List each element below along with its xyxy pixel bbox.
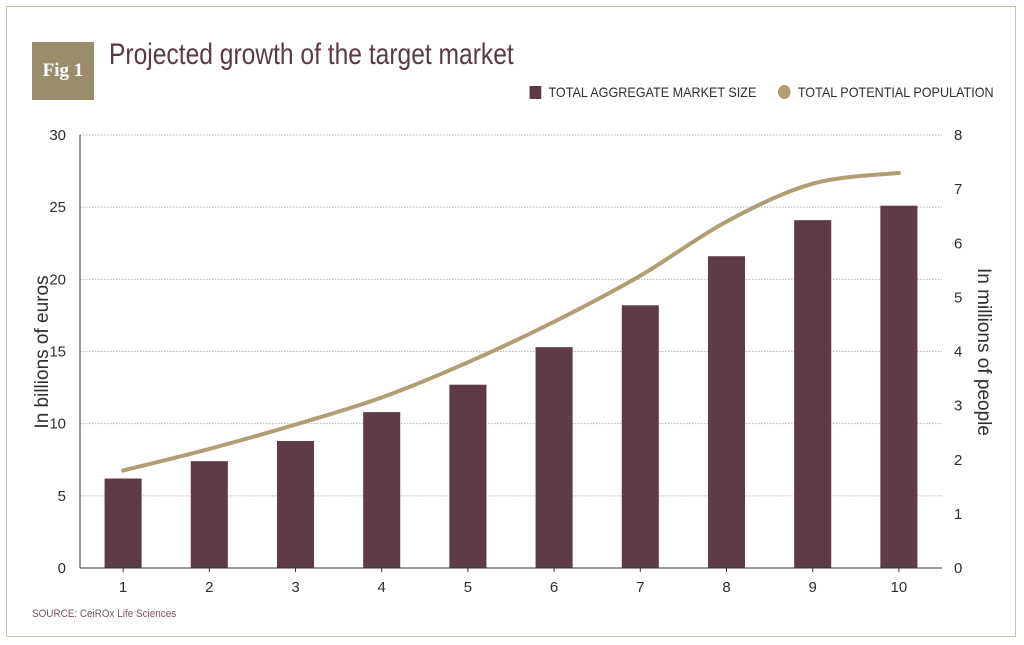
y-right-tick-label: 1 [954,506,962,523]
y-right-tick-label: 0 [954,560,962,577]
x-tick-label: 6 [550,579,558,596]
bar [363,412,401,568]
x-tick-label: 2 [205,579,213,596]
x-tick-label: 3 [291,579,299,596]
y-left-tick-label: 5 [58,488,66,505]
x-tick-label: 7 [636,579,644,596]
source-note: SOURCE: CeiROx Life Sciences [32,608,177,620]
y-left-tick-label: 0 [58,560,66,577]
y-right-tick-label: 8 [954,127,962,144]
y-right-tick-label: 6 [954,235,962,252]
y-right-tick-label: 7 [954,181,962,198]
y-left-tick-label: 10 [49,416,66,433]
bar [794,220,832,568]
y-left-tick-label: 20 [49,271,66,288]
bar [449,384,487,568]
axes: 0 5 10 15 20 25 30 0 1 2 3 4 5 6 7 8 1 2 3 4 5 6 7 8 9 10 [49,127,962,596]
x-tick-label: 8 [722,579,730,596]
y-right-tick-label: 4 [954,344,962,361]
x-tick-label: 1 [119,579,127,596]
bar [535,347,573,568]
chart-legend: TOTAL AGGREGATE MARKET SIZE TOTAL POTENT… [529,84,994,100]
y-right-tick-label: 2 [954,452,962,469]
bar-series [104,205,918,568]
y-left-tick-label: 25 [49,199,66,216]
legend-bar-label: TOTAL AGGREGATE MARKET SIZE [548,84,757,100]
figure-badge: Fig 1 [32,42,94,100]
x-tick-label: 4 [378,579,386,596]
x-tick-label: 9 [809,579,817,596]
y-right-tick-label: 5 [954,289,962,306]
y-right-tick-label: 3 [954,398,962,415]
y-axis-left-title: In billions of euros [32,275,53,428]
bar [190,461,228,568]
bar [880,205,918,568]
legend-line-swatch [778,85,791,99]
x-tick-label: 10 [891,579,908,596]
y-left-tick-label: 15 [49,344,66,361]
line-series [121,170,901,473]
y-left-tick-label: 30 [49,127,66,144]
legend-bar-swatch [529,85,542,99]
x-tick-label: 5 [464,579,472,596]
population-line [121,170,901,473]
bar [621,305,659,568]
legend-line-label: TOTAL POTENTIAL POPULATION [798,84,994,100]
bar [104,478,142,568]
y-axis-right-title: In millions of people [973,268,994,436]
bar [276,440,315,568]
chart-title: Projected growth of the target market [109,38,514,71]
bar [707,256,746,568]
figure-frame [6,6,1016,637]
